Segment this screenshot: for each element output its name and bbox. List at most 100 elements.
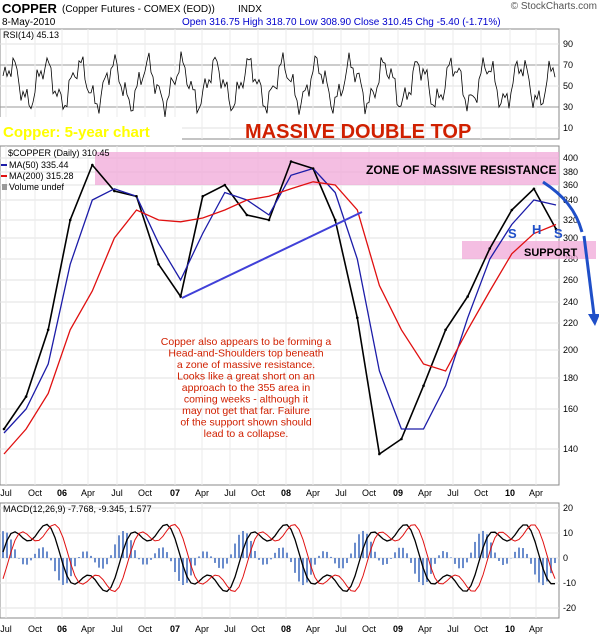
macd-histogram-bar — [62, 558, 64, 585]
price-point — [91, 163, 94, 167]
legend-volume: Volume undef — [9, 182, 65, 192]
macd-histogram-bar — [226, 558, 228, 564]
macd-histogram-bar — [74, 558, 76, 567]
macd-series — [2, 523, 556, 593]
x-tick-label-bottom: 07 — [170, 624, 180, 634]
price-tick-label: 320 — [563, 215, 578, 225]
macd-histogram-bar — [106, 558, 108, 565]
chart-date: 8-May-2010 — [2, 17, 56, 28]
x-tick-label: Apr — [418, 488, 432, 498]
macd-histogram-bar — [374, 551, 376, 558]
macd-histogram-bar — [90, 555, 92, 558]
watermark: © StockCharts.com — [511, 1, 597, 12]
price-point — [422, 384, 425, 388]
macd-histogram-bar — [66, 558, 68, 584]
price-point — [554, 227, 558, 231]
price-tick-label: 160 — [563, 404, 578, 414]
commentary-line: of the support shown should — [180, 417, 311, 429]
x-tick-label-bottom: Apr — [418, 624, 432, 634]
left-shoulder-label: S — [508, 226, 517, 241]
macd-histogram-bar — [414, 558, 416, 574]
macd-histogram-bar — [134, 550, 136, 558]
macd-histogram-bar — [358, 534, 360, 558]
price-point — [311, 167, 315, 170]
right-shoulder-label: S — [554, 226, 563, 241]
x-tick-label: Oct — [474, 488, 489, 498]
chart-label-box — [0, 117, 182, 143]
macd-histogram-bar — [142, 558, 144, 565]
macd-histogram-bar — [450, 557, 452, 558]
x-tick-label: Oct — [251, 488, 266, 498]
macd-histogram-bar — [470, 552, 472, 558]
x-tick-label: Jul — [447, 488, 459, 498]
price-point — [46, 328, 50, 332]
x-tick-label: Apr — [81, 488, 95, 498]
legend-volume-swatch — [2, 184, 7, 190]
macd-histogram-bar — [514, 551, 516, 558]
x-tick-label-bottom: Jul — [0, 624, 12, 634]
macd-histogram-bar — [290, 558, 292, 563]
x-tick-label-bottom: Oct — [362, 624, 377, 634]
chart-ohlc: Open 316.75 High 318.70 Low 308.90 Close… — [182, 17, 501, 28]
macd-histogram-bar — [278, 547, 280, 558]
x-tick-label: Jul — [335, 488, 347, 498]
commentary-text: Copper also appears to be forming aHead-… — [161, 336, 332, 440]
rsi-tick-label: 50 — [563, 81, 573, 91]
macd-histogram-bar — [170, 558, 172, 562]
x-tick-label-bottom: Jul — [224, 624, 236, 634]
price-point — [488, 247, 492, 250]
macd-histogram-bar — [462, 558, 464, 569]
macd-histogram-bar — [458, 558, 460, 569]
macd-histogram-bar — [222, 558, 224, 569]
macd-histogram-bar — [350, 553, 352, 558]
x-tick-label-bottom: Apr — [529, 624, 543, 634]
price-point — [135, 194, 138, 198]
macd-histogram-bar — [446, 552, 448, 558]
price-point — [223, 183, 227, 187]
macd-histogram-bar — [246, 533, 248, 558]
x-tick-label: 10 — [505, 488, 515, 498]
projection-arrow-upper — [542, 180, 584, 233]
support-label: SUPPORT — [524, 247, 577, 259]
macd-histogram-bar — [338, 558, 340, 569]
macd-histogram-bar — [186, 558, 188, 583]
macd-histogram-bar — [54, 558, 56, 572]
macd-histogram-bar — [302, 558, 304, 586]
macd-histogram-bar — [82, 551, 84, 558]
commentary-line: approach to the 355 area in — [182, 382, 311, 394]
price-point — [532, 187, 536, 191]
price-tick-label: 300 — [563, 233, 578, 243]
pattern-title: MASSIVE DOUBLE TOP — [245, 121, 471, 143]
macd-label: MACD(12,26,9) -7.768, -9.345, 1.577 — [3, 504, 152, 514]
macd-histogram-bar — [266, 558, 268, 565]
price-point — [510, 208, 514, 212]
projection-arrow-lower — [582, 235, 596, 316]
macd-histogram-bar — [346, 558, 348, 564]
x-tick-label-bottom: Oct — [138, 624, 153, 634]
price-point — [201, 194, 205, 198]
rsi-series — [2, 51, 556, 117]
macd-histogram-bar — [354, 542, 356, 558]
macd-tick-label: -20 — [563, 603, 576, 613]
price-line — [3, 160, 557, 456]
macd-histogram-bar — [498, 558, 500, 561]
macd-histogram-bar — [394, 552, 396, 558]
x-tick-label: Apr — [529, 488, 543, 498]
macd-histogram-bar — [314, 558, 316, 565]
macd-histogram-bar — [94, 558, 96, 563]
macd-histogram-bar — [34, 553, 36, 558]
macd-histogram-bar — [46, 551, 48, 558]
price-legend: $COPPER (Daily) 310.45 MA(50) 335.44 MA(… — [1, 148, 110, 192]
macd-histogram-bar — [478, 533, 480, 558]
macd-histogram-bar — [158, 548, 160, 558]
x-tick-label: 07 — [170, 488, 180, 498]
commentary-line: may not get that far. Failure — [182, 405, 310, 417]
macd-histogram-bar — [522, 548, 524, 558]
legend-copper: $COPPER (Daily) 310.45 — [8, 148, 110, 158]
macd-histogram-bar — [58, 558, 60, 581]
x-tick-label-bottom: Apr — [81, 624, 95, 634]
ma50-line — [3, 167, 557, 434]
macd-histogram-bar — [42, 547, 44, 558]
macd-histogram-bar — [138, 558, 140, 560]
resistance-zone — [95, 152, 559, 185]
